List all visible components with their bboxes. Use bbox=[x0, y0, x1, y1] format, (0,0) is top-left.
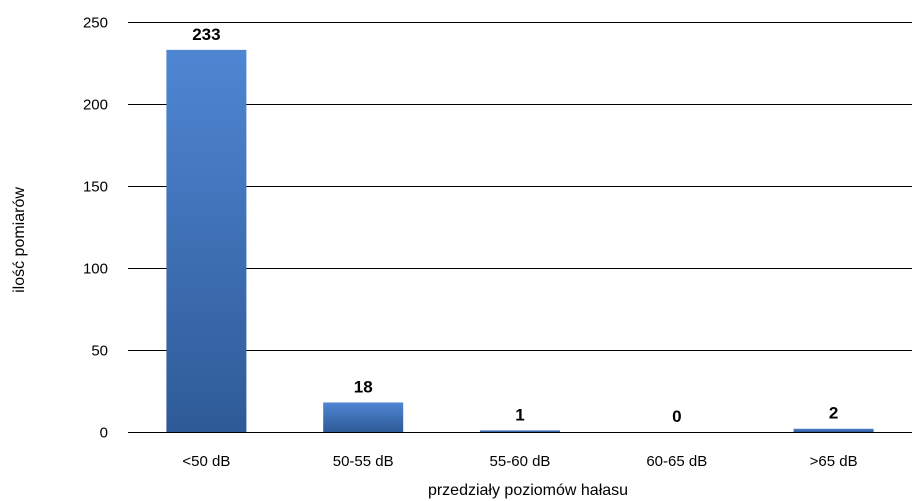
x-axis-ticks: <50 dB 50-55 dB 55-60 dB 60-65 dB >65 dB bbox=[182, 453, 857, 470]
x-tick-label: 50-55 dB bbox=[333, 453, 394, 470]
x-tick-label: <50 dB bbox=[182, 453, 230, 470]
bar bbox=[793, 428, 874, 432]
y-tick-label: 50 bbox=[91, 343, 108, 360]
y-tick-label: 100 bbox=[83, 261, 108, 278]
y-tick-label: 150 bbox=[83, 179, 108, 196]
data-label: 1 bbox=[515, 405, 524, 424]
bar bbox=[166, 49, 247, 432]
data-label: 2 bbox=[829, 404, 838, 423]
x-tick-label: 60-65 dB bbox=[646, 453, 707, 470]
data-label: 18 bbox=[354, 377, 373, 396]
bar bbox=[480, 430, 560, 432]
x-axis-title: przedziały poziomów hałasu bbox=[428, 482, 628, 499]
data-label: 0 bbox=[672, 407, 681, 426]
bars bbox=[166, 49, 874, 432]
x-tick-label: >65 dB bbox=[810, 453, 858, 470]
gridlines bbox=[128, 22, 912, 433]
x-tick-label: 55-60 dB bbox=[490, 453, 551, 470]
y-tick-label: 0 bbox=[100, 425, 108, 442]
y-axis-title: ilość pomiarów bbox=[11, 187, 28, 293]
y-tick-label: 250 bbox=[83, 15, 108, 32]
y-axis-ticks: 0 50 100 150 200 250 bbox=[83, 15, 108, 442]
y-tick-label: 200 bbox=[83, 97, 108, 114]
data-label: 233 bbox=[192, 25, 220, 44]
bar bbox=[323, 402, 404, 432]
